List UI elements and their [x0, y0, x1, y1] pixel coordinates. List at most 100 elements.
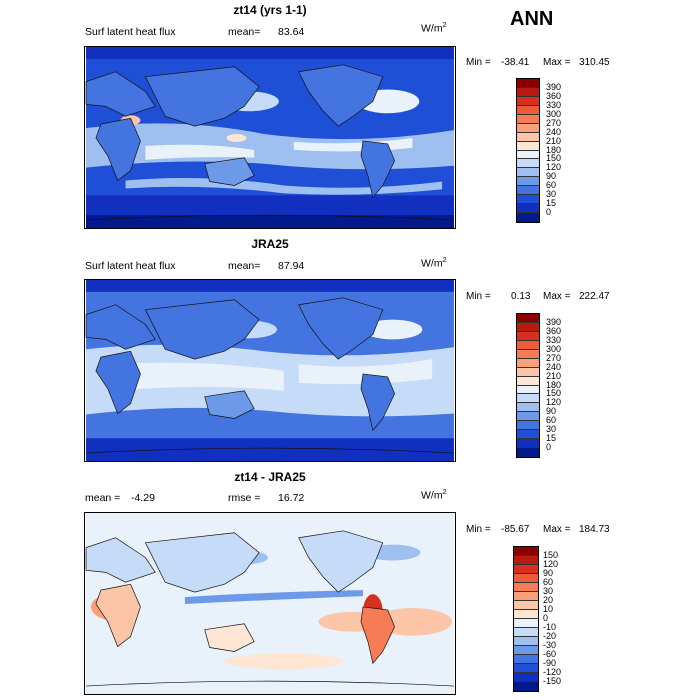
panel-1-units-text: W/m — [421, 22, 443, 35]
colorbar-swatch — [514, 646, 538, 655]
panel-3-map — [84, 512, 456, 695]
colorbar-swatch — [517, 168, 539, 178]
panel-3-antarctic-coast — [86, 680, 454, 687]
panel-1-min-value: -38.41 — [501, 57, 530, 68]
colorbar-tick-label: 60 — [543, 577, 554, 587]
colorbar-tick-label: -10 — [543, 622, 557, 632]
panel-2-warm-band-2 — [298, 359, 433, 385]
panel-2-units-sup: 2 — [442, 257, 447, 264]
colorbar-swatch — [517, 331, 539, 341]
colorbar-swatch — [517, 123, 539, 133]
panel-1-antarctic-coast — [86, 214, 454, 221]
colorbar-tick-label: 30 — [543, 586, 554, 596]
panel-3-land-south-america — [360, 606, 396, 665]
panel-3-land-north-america — [298, 530, 384, 593]
panel-1-land-eurasia-w — [85, 71, 156, 117]
colorbar-tick-label: 180 — [546, 379, 562, 390]
colorbar-swatch — [517, 421, 539, 431]
colorbar-tick-label: 30 — [546, 424, 557, 435]
colorbar-tick-label: 360 — [546, 325, 562, 336]
panel-1-maritime-hotspot — [226, 134, 247, 142]
colorbar-swatch — [514, 664, 538, 673]
panel-1-land-south-america — [360, 140, 396, 199]
panel-1-warm-band-1 — [145, 144, 255, 160]
panel-2-min-value: 0.13 — [511, 291, 531, 302]
colorbar-swatch — [517, 314, 539, 323]
colorbar-swatch — [517, 213, 539, 222]
panel-2-variable: Surf latent heat flux — [85, 260, 176, 272]
panel-2-land-eurasia — [144, 299, 260, 360]
colorbar-tick-label: 240 — [546, 361, 562, 372]
panel-3-land-eurasia — [144, 532, 260, 593]
panel-2-mean-value: 87.94 — [278, 260, 305, 272]
panel-1-units-sup: 2 — [442, 22, 447, 29]
panel-3-land-australia — [204, 623, 255, 652]
panel-1-title: zt14 (yrs 1-1) — [233, 3, 307, 17]
panel-2-units-text: W/m — [421, 257, 443, 270]
panel-2-gulfstream — [362, 319, 423, 340]
colorbar-tick-label: 360 — [546, 90, 562, 101]
colorbar-swatch — [514, 583, 538, 592]
colorbar-swatch — [517, 159, 539, 169]
colorbar-swatch — [517, 349, 539, 359]
colorbar-tick-label: 240 — [546, 126, 562, 137]
colorbar-swatch — [517, 87, 539, 97]
colorbar-tick-label: 60 — [546, 180, 557, 191]
panel-2-warm-band-1 — [115, 362, 284, 391]
colorbar-tick-label: 390 — [546, 316, 562, 327]
colorbar-tick-label: 90 — [546, 171, 557, 182]
panel-3-min-label: Min = — [466, 524, 491, 535]
colorbar-tick-label: -30 — [543, 640, 557, 650]
panel-1-mean-value: 83.64 — [278, 26, 305, 38]
panel-3-colorbar-ticks: 150 120 90 60 30 20 10 0 -10 -20 -30 -60 -90 -120 -150 — [543, 546, 583, 692]
panel-1-mean-label: mean= — [228, 26, 261, 38]
panel-2-map — [84, 279, 456, 462]
colorbar-tick-label: 30 — [546, 189, 557, 200]
panel-2-land-australia — [204, 390, 255, 419]
colorbar-tick-label: -60 — [543, 649, 557, 659]
panel-2-colorbar-ticks: 390 360 330 300 270 240 210 180 150 120 90 60 30 15 0 — [546, 313, 586, 458]
panel-1-midlat-band — [125, 177, 443, 195]
panel-1-antarctic-band — [86, 215, 454, 228]
panel-2-land-africa — [95, 350, 141, 415]
colorbar-tick-label: 270 — [546, 117, 562, 128]
colorbar-swatch — [517, 367, 539, 377]
colorbar-tick-label: 330 — [546, 334, 562, 345]
panel-1-arctic-band — [86, 47, 454, 59]
colorbar-tick-label: 90 — [543, 568, 554, 578]
colorbar-tick-label: 10 — [543, 604, 554, 614]
colorbar-tick-label: -120 — [543, 667, 562, 677]
panel-2-southern-band — [86, 438, 454, 461]
colorbar-swatch — [517, 132, 539, 142]
colorbar-tick-label: 330 — [546, 99, 562, 110]
season-label: ANN — [510, 8, 554, 30]
colorbar-tick-label: 120 — [543, 559, 559, 569]
colorbar-tick-label: -20 — [543, 631, 557, 641]
panel-3-land-eurasia-w — [85, 537, 156, 583]
colorbar-swatch — [514, 673, 538, 682]
colorbar-swatch — [517, 439, 539, 449]
panel-3-rmse-label: rmse = — [228, 492, 261, 504]
colorbar-tick-label: 20 — [543, 595, 554, 605]
panel-1-max-label: Max = — [543, 57, 571, 68]
colorbar-tick-label: -150 — [543, 676, 562, 686]
panel-3-mean-label: mean = — [85, 492, 121, 504]
colorbar-swatch — [517, 105, 539, 115]
colorbar-tick-label: 0 — [546, 442, 552, 453]
panel-3-max-label: Max = — [543, 524, 571, 535]
colorbar-swatch — [514, 601, 538, 610]
panel-2-mean-label: mean= — [228, 260, 261, 272]
panel-1-colorbar — [516, 78, 540, 223]
panel-1-colorbar-ticks: 390 360 330 300 270 240 210 180 150 120 90 60 30 15 0 — [546, 78, 586, 223]
colorbar-swatch — [517, 79, 539, 88]
colorbar-swatch — [514, 565, 538, 574]
colorbar-swatch — [517, 195, 539, 205]
colorbar-swatch — [517, 385, 539, 395]
panel-3-colorbar — [513, 546, 539, 692]
panel-3-equatorial-cold — [184, 590, 363, 604]
colorbar-tick-label: 90 — [546, 406, 557, 417]
colorbar-tick-label: 0 — [546, 207, 552, 218]
colorbar-swatch — [517, 430, 539, 440]
colorbar-tick-label: 180 — [546, 144, 562, 155]
panel-2-land-south-america — [360, 373, 396, 432]
